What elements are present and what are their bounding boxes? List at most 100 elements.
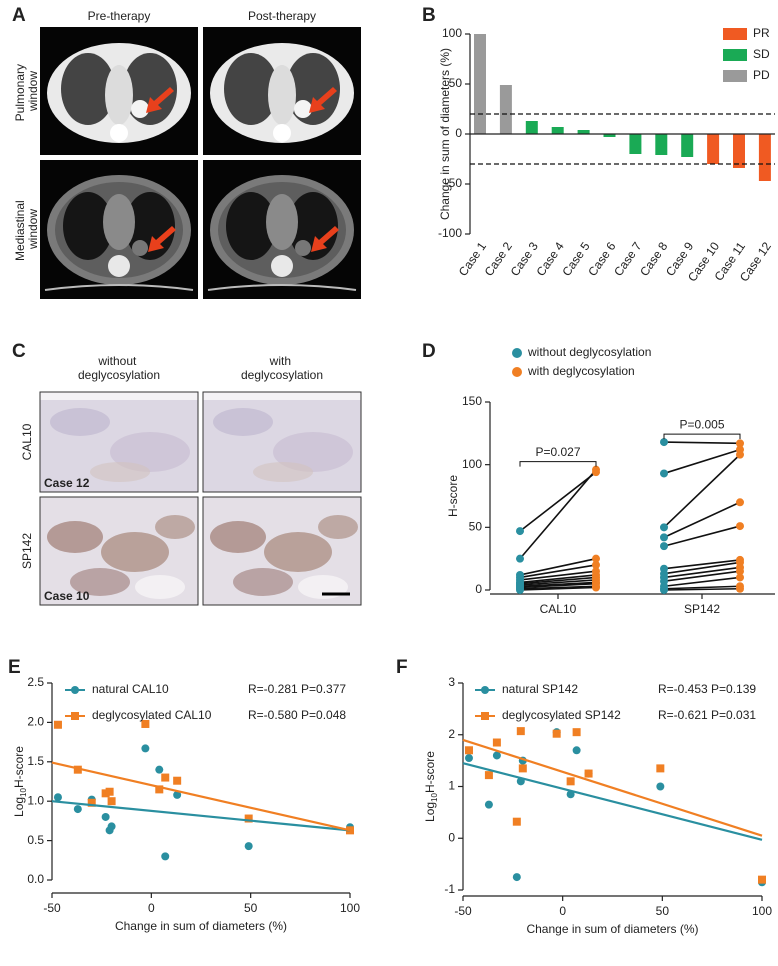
image-border [202, 391, 362, 493]
panel-letter: C [12, 341, 26, 362]
point [464, 746, 473, 755]
pair-line [663, 448, 741, 475]
pair-line [663, 559, 741, 570]
dot [660, 542, 668, 551]
pair-line [519, 469, 597, 560]
legend-marker [71, 686, 79, 694]
pair-line [519, 574, 597, 584]
dot [736, 522, 744, 531]
bar [655, 134, 668, 155]
ct-image [40, 27, 198, 155]
pair-line [519, 581, 597, 588]
bar [525, 121, 538, 134]
pair-line [519, 585, 597, 590]
x-tick-label: 0 [148, 901, 155, 915]
fit-line [51, 800, 351, 832]
point [572, 728, 581, 737]
dot [660, 586, 668, 594]
legend-stats: R=-0.453 P=0.139 [658, 682, 756, 696]
pair-line [519, 582, 597, 589]
y-tick-label: 100 [462, 457, 482, 471]
x-axis-label: Change in sum of diameters (%) [526, 922, 698, 936]
y-axis-label: Log10H-score [423, 751, 439, 822]
dot [592, 560, 600, 569]
bar [551, 127, 564, 134]
bar [707, 134, 720, 164]
x-tick-label: -50 [454, 904, 472, 918]
y-tick-label: 50 [449, 76, 463, 90]
y-tick-label: 150 [462, 394, 482, 408]
row-label: SP142 [20, 533, 34, 569]
pair-line [663, 561, 741, 575]
bar [499, 85, 512, 134]
y-axis-label: Change in sum of diameters (%) [438, 48, 452, 220]
p-value: P=0.027 [535, 445, 580, 459]
fit-line [462, 762, 763, 841]
significance-bracket [663, 433, 741, 440]
point [758, 875, 766, 884]
dot [592, 554, 600, 563]
dot [736, 567, 744, 576]
legend-label: PR [753, 26, 770, 40]
legend-label: natural SP142 [502, 682, 578, 696]
significance-bracket [519, 461, 597, 467]
legend-stats: R=-0.580 P=0.048 [248, 708, 346, 722]
row-label: Mediastinal window [13, 197, 40, 261]
ct-image [40, 160, 198, 299]
bar [577, 130, 590, 134]
y-tick-label: 1.5 [27, 754, 44, 768]
legend-marker [512, 348, 522, 358]
x-tick-label: 100 [340, 901, 360, 915]
y-tick-label: 3 [448, 675, 455, 689]
panel-letter: F [396, 657, 408, 678]
dot [592, 583, 600, 592]
pair-line [519, 586, 597, 591]
bar [733, 134, 745, 168]
legend-label: deglycosylated SP142 [502, 708, 621, 722]
column-header: with deglycosylation [241, 354, 323, 382]
column-header: Post-therapy [248, 9, 316, 23]
ihc-image [203, 497, 361, 605]
image-border [39, 496, 199, 606]
x-axis-label: Change in sum of diameters (%) [115, 919, 287, 933]
dot [736, 573, 744, 582]
column-header-line: without [97, 354, 137, 368]
legend-swatch [723, 28, 747, 40]
y-tick-label: 2.0 [27, 715, 44, 729]
y-tick-label: 0.5 [27, 833, 44, 847]
dot [736, 450, 744, 459]
panel-letter: E [8, 657, 21, 678]
x-tick-label: SP142 [684, 602, 720, 616]
dot [660, 533, 668, 542]
y-tick-label: -1 [444, 882, 455, 896]
y-tick-label: 0 [455, 126, 462, 140]
point [53, 793, 62, 802]
x-tick-label: 100 [752, 904, 772, 918]
pair-line [663, 441, 741, 445]
dot [516, 554, 524, 563]
y-axis-label-part: H-score [12, 746, 26, 788]
column-header: Pre-therapy [88, 9, 151, 23]
point [87, 798, 96, 807]
p-value: P=0.005 [679, 417, 724, 431]
point [572, 746, 581, 755]
x-tick-label: -50 [43, 901, 61, 915]
point [512, 817, 521, 826]
legend-label: without deglycosylation [527, 345, 651, 359]
bar [629, 134, 642, 154]
ihc-image [203, 392, 361, 492]
point [244, 814, 253, 823]
point [244, 842, 253, 851]
point [492, 751, 501, 760]
y-axis-label-sub: 10 [19, 787, 28, 796]
pair-line [663, 454, 741, 528]
image-border [39, 391, 199, 493]
point [161, 773, 170, 782]
pair-line [519, 579, 597, 586]
point [518, 764, 527, 773]
y-axis-label: H-score [446, 475, 460, 517]
row-label: CAL10 [20, 423, 34, 460]
y-tick-label: 0 [448, 830, 455, 844]
x-tick-label: CAL10 [540, 602, 577, 616]
point [155, 765, 164, 774]
